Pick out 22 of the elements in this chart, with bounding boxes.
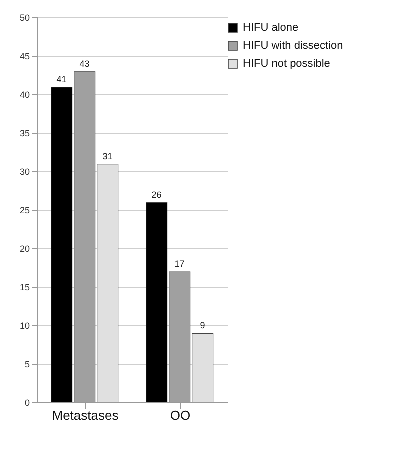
y-tick-label: 5 (24, 360, 30, 370)
y-tick-label: 45 (20, 52, 30, 62)
data-label: 43 (80, 58, 90, 69)
legend-label: HIFU not possible (243, 58, 330, 70)
x-tick-label: Metastases (52, 408, 120, 424)
data-label: 26 (152, 190, 162, 200)
legend-label: HIFU alone (243, 22, 299, 34)
y-tick-label: 25 (20, 206, 30, 216)
y-tick-label: 50 (20, 13, 30, 24)
legend-label: HIFU with dissection (243, 40, 344, 52)
y-tick-label: 20 (20, 244, 30, 254)
y-tick-label: 15 (20, 282, 30, 293)
y-tick-label: 40 (20, 90, 30, 100)
y-tick-label: 30 (20, 167, 30, 178)
data-label: 17 (174, 259, 185, 270)
data-label: 41 (56, 74, 67, 84)
data-label: 31 (102, 151, 113, 162)
x-tick-label: OO (170, 408, 191, 424)
y-tick-label: 35 (20, 128, 30, 139)
data-label: 9 (200, 320, 206, 331)
y-tick-label: 10 (20, 321, 30, 332)
y-tick-label: 0 (24, 398, 30, 408)
